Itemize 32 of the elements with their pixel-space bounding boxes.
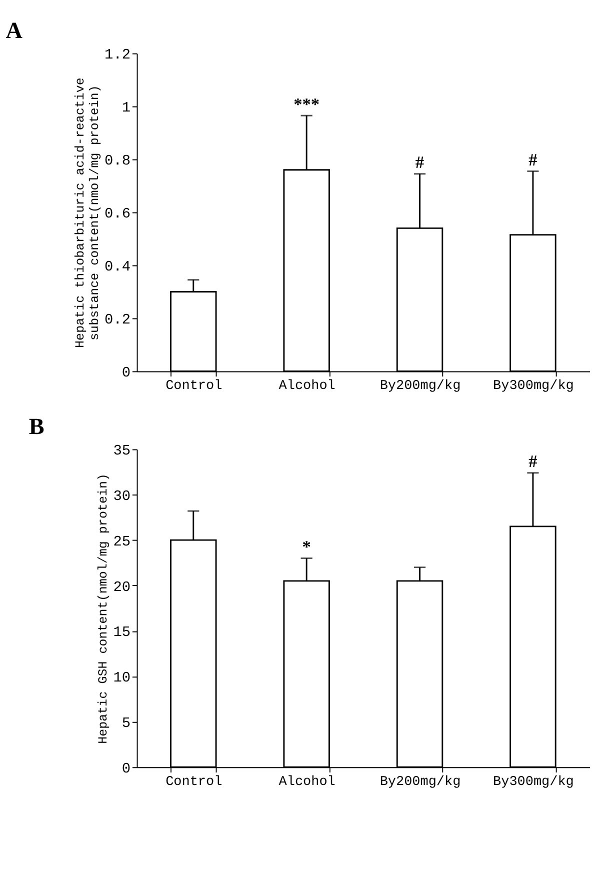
x-tick-label: By300mg/kg	[493, 379, 574, 394]
y-tick-label: 15	[113, 625, 131, 642]
annotation: #	[528, 150, 538, 170]
y-tick-label: 0	[122, 761, 131, 778]
x-tick-label: By300mg/kg	[493, 774, 574, 790]
chart-title: B	[28, 412, 44, 439]
y-tick-label: 35	[113, 444, 131, 460]
x-tick-label: Alcohol	[278, 774, 336, 790]
y-tick-label: 0.2	[104, 312, 131, 329]
x-tick-label: By200mg/kg	[380, 379, 461, 394]
x-tick-label: By200mg/kg	[380, 774, 461, 790]
annotation: *	[302, 537, 311, 556]
x-tick-label: Alcohol	[278, 379, 336, 394]
y-tick-label: 0	[122, 366, 131, 382]
y-tick-label: 5	[122, 716, 131, 732]
y-axis-title: Hepatic thiobarbituric acid-reactive substance content(nmol/mg protein)	[73, 78, 102, 348]
y-tick-label: 10	[113, 670, 131, 687]
y-axis-title: Hepatic GSH content(nmol/mg protein)	[96, 473, 110, 744]
y-tick-label: 20	[113, 580, 131, 596]
y-tick-label: 0.4	[104, 260, 131, 276]
x-tick-label: Control	[166, 379, 222, 394]
y-tick-label: 1.2	[104, 48, 131, 64]
x-tick-label: Control	[166, 774, 222, 790]
annotation: #	[528, 452, 538, 472]
y-tick-label: 0.6	[104, 206, 131, 223]
y-tick-label: 0.8	[104, 154, 131, 170]
annotation: #	[415, 153, 424, 172]
y-tick-label: 30	[113, 488, 131, 505]
y-tick-label: 25	[113, 534, 131, 550]
chart-title: A	[6, 16, 23, 43]
y-tick-label: 1	[122, 100, 131, 117]
annotation: ***	[294, 94, 320, 114]
